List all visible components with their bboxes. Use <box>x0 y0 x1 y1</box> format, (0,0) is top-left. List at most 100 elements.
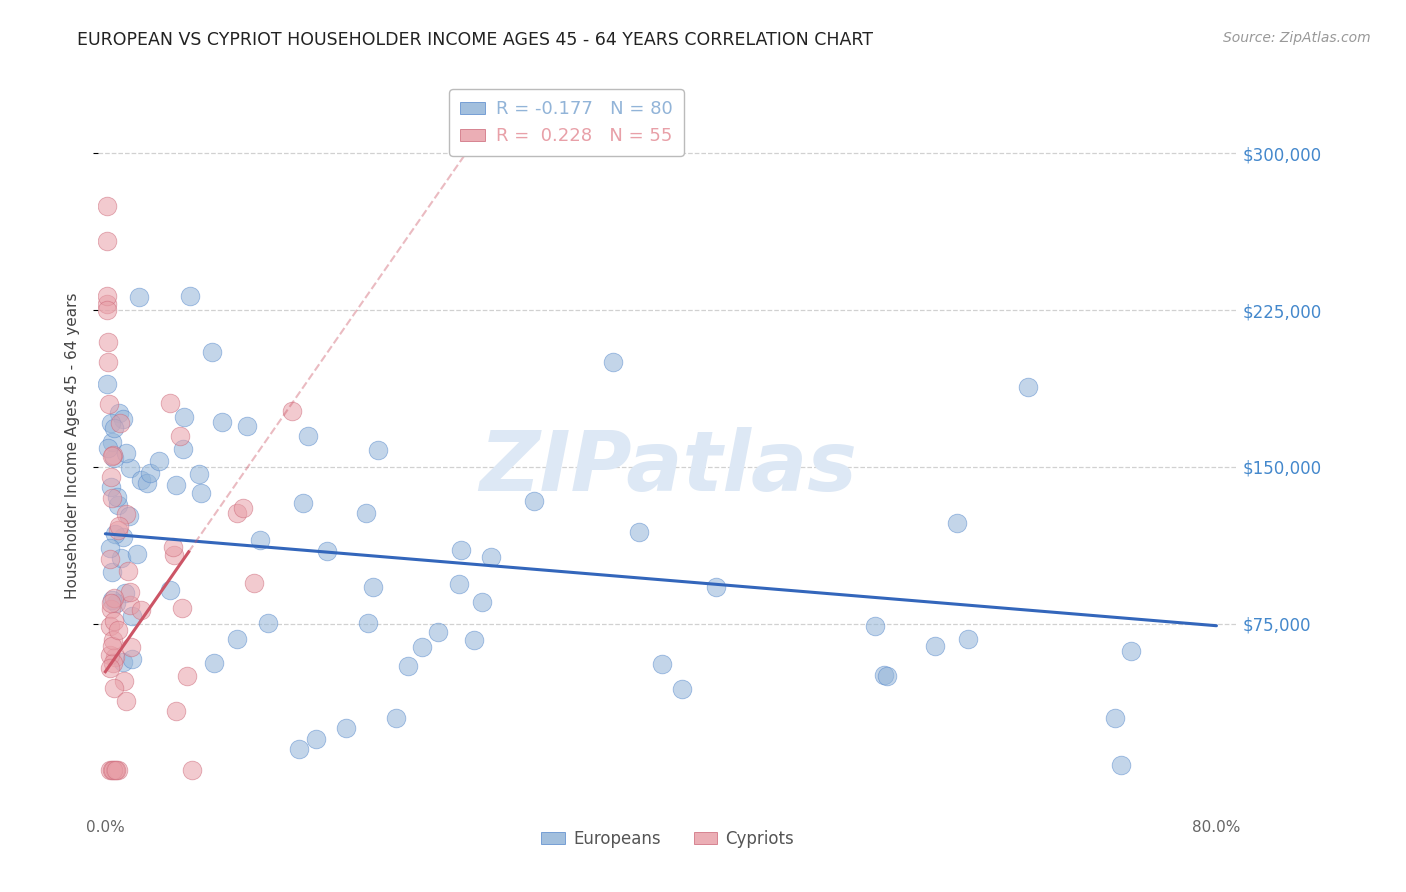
Point <box>226 506 249 520</box>
Point <box>114 586 136 600</box>
Point <box>181 763 204 777</box>
Point <box>117 564 139 578</box>
Point <box>288 742 311 756</box>
Point <box>357 616 380 631</box>
Point <box>671 681 693 696</box>
Point <box>297 429 319 443</box>
Point <box>172 442 194 456</box>
Point <box>104 763 127 777</box>
Point <box>924 639 946 653</box>
Point <box>100 470 122 484</box>
Point <box>136 476 159 491</box>
Point <box>463 633 485 648</box>
Point <box>100 596 122 610</box>
Point <box>96 199 118 213</box>
Point <box>946 516 969 531</box>
Point <box>121 609 143 624</box>
Y-axis label: Householder Income Ages 45 - 64 years: Householder Income Ages 45 - 64 years <box>65 293 80 599</box>
Point <box>111 655 134 669</box>
Point <box>236 418 259 433</box>
Point <box>104 527 127 541</box>
Text: EUROPEAN VS CYPRIOT HOUSEHOLDER INCOME AGES 45 - 64 YEARS CORRELATION CHART: EUROPEAN VS CYPRIOT HOUSEHOLDER INCOME A… <box>77 31 873 49</box>
Point <box>110 550 132 565</box>
Point <box>107 523 129 537</box>
Point <box>107 406 129 420</box>
Point <box>101 763 124 777</box>
Point <box>411 640 433 654</box>
Point <box>190 486 212 500</box>
Point <box>165 478 187 492</box>
Point <box>447 577 470 591</box>
Point <box>125 548 148 562</box>
Point <box>98 661 121 675</box>
Point <box>100 541 122 556</box>
Point <box>101 633 124 648</box>
Point <box>242 576 264 591</box>
Point <box>165 704 187 718</box>
Point <box>115 446 138 460</box>
Point <box>704 580 727 594</box>
Point <box>97 442 120 456</box>
Point <box>176 669 198 683</box>
Point <box>128 289 150 303</box>
Point <box>111 530 134 544</box>
Point <box>101 450 124 464</box>
Point <box>876 669 898 683</box>
Point <box>98 763 121 777</box>
Point <box>281 404 304 418</box>
Point <box>148 454 170 468</box>
Point <box>211 415 233 429</box>
Point <box>628 524 651 539</box>
Point <box>96 303 118 318</box>
Point <box>956 632 979 647</box>
Point <box>107 623 129 637</box>
Point <box>202 656 225 670</box>
Point <box>873 668 896 682</box>
Point <box>187 467 209 481</box>
Legend: Europeans, Cypriots: Europeans, Cypriots <box>534 823 801 855</box>
Point <box>118 508 141 523</box>
Point <box>121 652 143 666</box>
Point <box>96 297 118 311</box>
Point <box>115 694 138 708</box>
Point <box>139 466 162 480</box>
Point <box>111 412 134 426</box>
Point <box>450 543 472 558</box>
Point <box>257 616 280 631</box>
Point <box>1104 711 1126 725</box>
Text: ZIPatlas: ZIPatlas <box>479 427 856 508</box>
Point <box>97 397 120 411</box>
Point <box>108 416 131 430</box>
Point <box>335 721 357 735</box>
Point <box>103 450 125 465</box>
Point <box>107 498 129 512</box>
Point <box>101 593 124 607</box>
Point <box>396 658 419 673</box>
Point <box>426 624 449 639</box>
Point <box>361 580 384 594</box>
Point <box>354 507 377 521</box>
Point <box>103 421 125 435</box>
Point <box>98 552 121 566</box>
Point <box>305 731 328 746</box>
Point <box>201 345 224 359</box>
Point <box>249 533 271 547</box>
Point <box>1017 380 1039 394</box>
Point <box>120 598 142 612</box>
Point <box>118 585 141 599</box>
Point <box>865 619 887 633</box>
Point <box>292 496 315 510</box>
Point <box>108 518 131 533</box>
Point <box>225 632 247 646</box>
Point <box>173 409 195 424</box>
Point <box>96 377 118 392</box>
Point <box>172 601 194 615</box>
Point <box>118 461 141 475</box>
Point <box>96 288 118 302</box>
Point <box>100 480 122 494</box>
Point <box>1121 644 1143 658</box>
Point <box>101 656 124 670</box>
Point <box>163 548 186 562</box>
Point <box>523 494 546 508</box>
Point <box>101 639 124 653</box>
